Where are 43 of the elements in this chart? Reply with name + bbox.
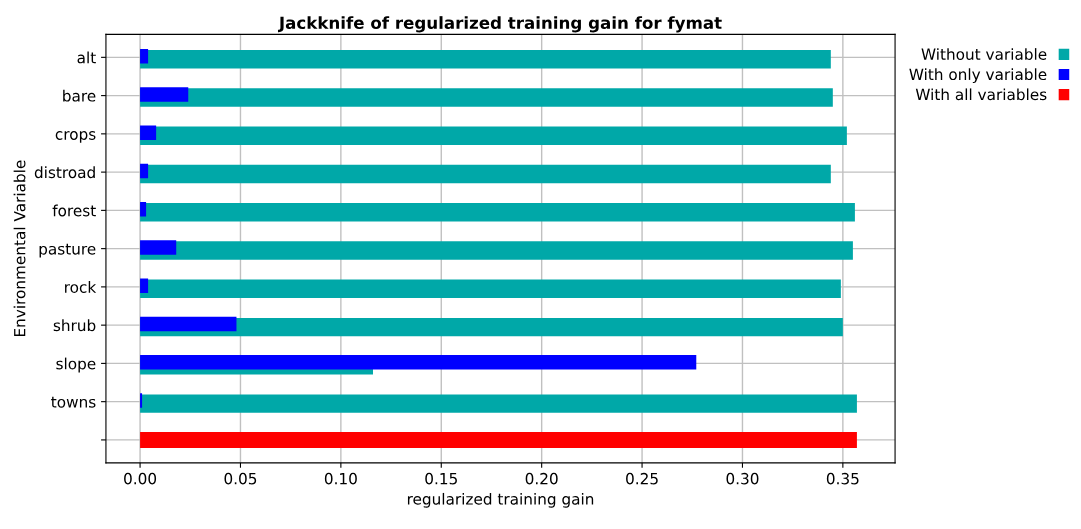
bar (140, 201, 147, 217)
bar (140, 241, 853, 260)
x-axis-title: regularized training gain (407, 492, 594, 508)
legend-label: With all variables (915, 88, 1047, 101)
x-tick-label: 0.30 (726, 472, 759, 485)
y-tick-label: pasture (39, 243, 96, 258)
x-tick-label: 0.20 (525, 472, 558, 485)
bar (140, 279, 841, 298)
bar (140, 88, 833, 107)
bar (140, 48, 149, 64)
legend-label: Without variable (921, 48, 1047, 60)
y-axis-title: Environmental Variable (13, 160, 26, 337)
bar (140, 316, 237, 332)
bar (140, 431, 857, 448)
y-tick-label: rock (65, 281, 97, 293)
chart-title: Jackknife of regularized training gain for fymat (277, 16, 722, 33)
bar (140, 240, 177, 255)
x-tick-label: 0.10 (324, 472, 357, 485)
x-tick-label: 0.00 (124, 472, 157, 485)
bar (140, 50, 831, 69)
bar (140, 164, 831, 184)
x-tick-label: 0.25 (626, 472, 658, 485)
bar (140, 393, 143, 408)
y-tick-label: shrub (53, 319, 96, 332)
y-tick-label: alt (77, 51, 96, 64)
bar (140, 354, 697, 370)
bar (140, 203, 855, 222)
bar (140, 126, 847, 145)
bar (140, 87, 189, 102)
bar (140, 394, 857, 413)
x-tick-label: 0.05 (224, 472, 257, 485)
bar (140, 163, 149, 179)
y-tick-label: slope (56, 357, 96, 373)
bar (140, 125, 157, 140)
x-tick-label: 0.35 (826, 472, 859, 485)
legend-label: With only variable (909, 68, 1047, 84)
y-tick-label: distroad (34, 166, 95, 179)
x-tick-label: 0.15 (425, 472, 457, 485)
y-tick-label: bare (63, 89, 96, 102)
bar (140, 278, 149, 294)
y-tick-label: crops (55, 131, 96, 143)
y-tick-label: towns (51, 396, 96, 408)
y-tick-label: forest (52, 204, 96, 217)
